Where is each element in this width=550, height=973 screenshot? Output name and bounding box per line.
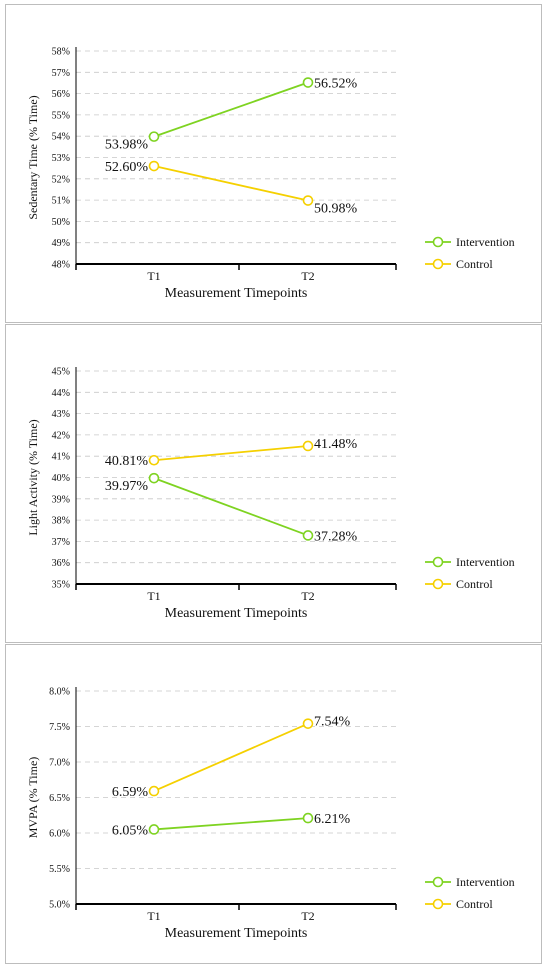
mvpa-chart-panel: 5.0% 5.5% 6.0% 6.5% 7.0% 7.5% 8.0% T1 T2 Measurem… [5, 644, 542, 964]
intervention-point-t2 [302, 77, 314, 88]
x-tick-label-t2: T2 [301, 269, 314, 283]
y-tick-label: 40% [52, 473, 70, 484]
x-tick-label-t2: T2 [301, 909, 314, 923]
y-axis-title: Light Activity (% Time) [26, 419, 40, 535]
y-tick-label: 48% [52, 260, 70, 271]
mvpa-chart: 5.0% 5.5% 6.0% 6.5% 7.0% 7.5% 8.0% T1 T2 Measurem… [26, 687, 515, 942]
legend-marker [432, 876, 444, 888]
legend-label: Intervention [456, 235, 515, 249]
control-series-line [153, 722, 309, 792]
legend-entry-control: Control [425, 577, 493, 591]
control-series-line [153, 445, 309, 462]
legend-entry-control: Control [425, 897, 493, 911]
legend-marker [432, 898, 444, 910]
x-axis-title: Measurement Timepoints [165, 926, 308, 941]
y-tick-label: 5.5% [49, 864, 70, 875]
intervention-data-label-t2: 56.52% [314, 77, 358, 92]
y-tick-label: 50% [52, 217, 70, 228]
y-tick-label: 42% [52, 430, 70, 441]
intervention-point-t2 [302, 812, 314, 824]
legend-label: Control [456, 577, 493, 591]
x-axis-title: Measurement Timepoints [165, 286, 308, 301]
intervention-data-label-t1: 6.05% [112, 823, 149, 838]
intervention-series-line [153, 817, 309, 831]
legend-entry-intervention: Intervention [425, 875, 515, 889]
y-tick-label: 44% [52, 388, 70, 399]
light-activity-chart-panel: 35% 36% 37% 38% 39% 40% 41% 42% 43% 44% 45% T1 T2 Mea… [5, 324, 542, 643]
y-tick-label: 36% [52, 558, 70, 569]
y-tick-label: 7.5% [49, 722, 70, 733]
y-axis-title: MVPA (% Time) [26, 757, 40, 839]
control-series-line [153, 165, 309, 202]
control-data-label-t2: 7.54% [314, 715, 351, 730]
y-tick-label: 38% [52, 516, 70, 527]
legend-label: Control [456, 257, 493, 271]
intervention-point-t1 [148, 131, 160, 142]
control-data-label-t1: 40.81% [105, 454, 149, 469]
y-tick-label: 8.0% [49, 687, 70, 698]
legend-label: Intervention [456, 555, 515, 569]
y-tick-label: 39% [52, 494, 70, 505]
x-tick-label-t1: T1 [147, 269, 160, 283]
y-tick-label: 56% [52, 89, 70, 100]
control-data-label-t2: 50.98% [314, 202, 358, 217]
x-tick-label-t1: T1 [147, 589, 160, 603]
y-tick-label: 57% [52, 68, 70, 79]
x-tick-label-t2: T2 [301, 589, 314, 603]
sedentary-time-chart: 48% 49% 50% 51% 52% 53% 54% 55% 56% 57% 58% T1 T2 Mea… [26, 47, 515, 302]
control-point-t1 [148, 160, 160, 172]
legend-entry-control: Control [425, 257, 493, 271]
y-tick-label: 45% [52, 367, 70, 378]
control-data-label-t1: 6.59% [112, 785, 149, 800]
control-point-t2 [302, 440, 314, 452]
legend-marker [432, 578, 444, 590]
legend-marker [432, 556, 444, 568]
x-tick-label-t1: T1 [147, 909, 160, 923]
light-activity-chart: 35% 36% 37% 38% 39% 40% 41% 42% 43% 44% 45% T1 T2 Mea… [26, 367, 515, 622]
y-tick-label: 41% [52, 452, 70, 463]
legend-marker [432, 236, 444, 248]
sedentary-time-chart-panel: 48% 49% 50% 51% 52% 53% 54% 55% 56% 57% 58% T1 T2 Mea… [5, 4, 542, 323]
intervention-series-line [153, 477, 309, 537]
legend-label: Intervention [456, 875, 515, 889]
control-point-t1 [148, 454, 160, 466]
y-tick-label: 55% [52, 110, 70, 121]
y-axis-title: Sedentary Time (% Time) [26, 95, 40, 219]
y-tick-label: 49% [52, 238, 70, 249]
intervention-point-t1 [148, 824, 160, 835]
intervention-point-t2 [302, 530, 314, 541]
intervention-series-line [153, 81, 309, 138]
y-tick-label: 7.0% [49, 758, 70, 769]
y-tick-label: 37% [52, 537, 70, 548]
control-point-t2 [302, 718, 314, 729]
y-tick-label: 35% [52, 580, 70, 591]
legend-entry-intervention: Intervention [425, 235, 515, 249]
intervention-data-label-t1: 39.97% [105, 479, 149, 494]
intervention-data-label-t1: 53.98% [105, 138, 149, 153]
intervention-point-t1 [148, 472, 160, 484]
legend-marker [432, 258, 444, 270]
y-tick-label: 5.0% [49, 900, 70, 911]
control-point-t1 [148, 785, 160, 797]
legend-label: Control [456, 897, 493, 911]
control-data-label-t2: 41.48% [314, 437, 358, 452]
y-tick-label: 51% [52, 196, 70, 207]
y-tick-label: 6.5% [49, 793, 70, 804]
y-tick-label: 54% [52, 132, 70, 143]
y-tick-label: 53% [52, 153, 70, 164]
control-point-t2 [302, 195, 314, 206]
y-tick-label: 52% [52, 174, 70, 185]
control-data-label-t1: 52.60% [105, 160, 149, 175]
y-tick-label: 58% [52, 47, 70, 58]
x-axis-title: Measurement Timepoints [165, 606, 308, 621]
y-tick-label: 6.0% [49, 829, 70, 840]
intervention-data-label-t2: 6.21% [314, 812, 351, 827]
y-tick-label: 43% [52, 409, 70, 420]
intervention-data-label-t2: 37.28% [314, 529, 358, 544]
legend-entry-intervention: Intervention [425, 555, 515, 569]
